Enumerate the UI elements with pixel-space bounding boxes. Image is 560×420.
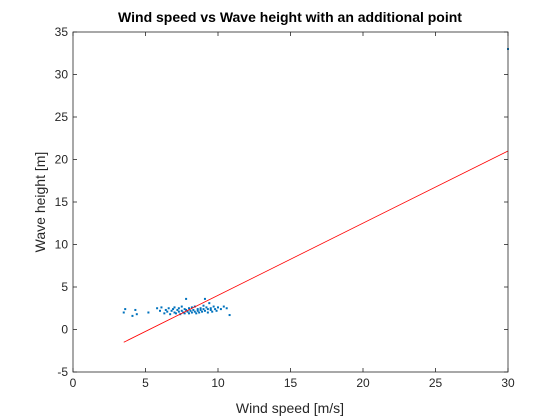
scatter-point [177,307,180,310]
scatter-point [199,307,202,310]
scatter-point [190,306,193,309]
scatter-point [205,306,208,309]
y-tick-label: 5 [61,280,68,294]
scatter-point [198,311,201,314]
y-axis-title: Wave height [m] [32,152,48,253]
chart-title: Wind speed vs Wave height with an additi… [118,9,462,25]
scatter-point [163,312,166,315]
scatter-point [159,309,161,312]
scatter-point [131,314,134,317]
y-tick-label: 30 [55,68,69,82]
scatter-point [180,309,183,312]
x-tick-label: 20 [356,376,370,390]
scatter-point [183,308,186,311]
scatter-point [193,310,196,313]
y-tick-label: 10 [55,238,69,252]
scatter-point [164,308,167,311]
scatter-point [172,308,175,311]
scatter-point [167,307,170,310]
y-tick-label: 15 [55,195,69,209]
scatter-point [208,302,211,305]
scatter-point [147,311,150,314]
y-tick-label: 20 [55,153,69,167]
scatter-point [190,311,193,314]
scatter-point [173,306,176,309]
x-tick-label: 25 [429,376,443,390]
scatter-point [222,305,225,308]
scatter-point [188,312,190,315]
scatter-point [135,313,138,316]
scatter-point [180,305,183,308]
data-layer [122,48,509,343]
trend-line [123,150,509,343]
scatter-point [122,311,125,314]
scatter-point [134,308,137,311]
scatter-point [209,308,212,311]
scatter-point [183,312,186,315]
scatter-point [199,308,202,311]
scatter-point [214,308,217,311]
scatter-point [176,308,179,311]
x-tick-label: 15 [284,376,298,390]
scatter-point [124,308,127,311]
y-tick-label: -5 [57,365,68,379]
y-tick-label: 25 [55,110,69,124]
axes-background [73,32,508,372]
scatter-point [196,309,199,312]
x-tick-label: 30 [501,376,515,390]
scatter-point [217,306,219,309]
scatter-point [202,308,205,311]
x-axis-title: Wind speed [m/s] [236,400,344,416]
scatter-point [160,306,163,309]
scatter-point [225,307,228,310]
y-tick-label: 0 [61,323,68,337]
scatter-point [192,308,195,311]
scatter-point [201,310,204,313]
scatter-point [189,309,192,312]
x-tick-label: 5 [142,376,149,390]
y-tick-label: 35 [55,25,69,39]
scatter-point [174,312,177,315]
x-tick-label: 0 [70,376,77,390]
scatter-point [203,309,206,312]
scatter-point [188,307,190,310]
scatter-point [185,308,188,311]
scatter-point [206,308,209,311]
scatter-point [196,308,199,311]
scatter-point [156,307,159,310]
scatter-point [215,309,218,312]
scatter-point [203,297,206,300]
scatter-point [195,312,198,315]
scatter-point [177,310,180,313]
scatter-point [209,307,212,310]
scatter-point [212,305,215,308]
scatter-point [219,308,222,311]
x-tick-label: 10 [211,376,225,390]
scatter-point [211,310,214,313]
scatter-point [170,309,173,312]
scatter-point [169,313,172,316]
scatter-point [166,310,169,313]
scatter-point [186,310,189,313]
scatter-point [185,297,188,300]
scatter-point [228,314,231,317]
scatter-point [173,311,176,314]
scatter-point [206,311,209,314]
scatter-point [202,304,205,307]
